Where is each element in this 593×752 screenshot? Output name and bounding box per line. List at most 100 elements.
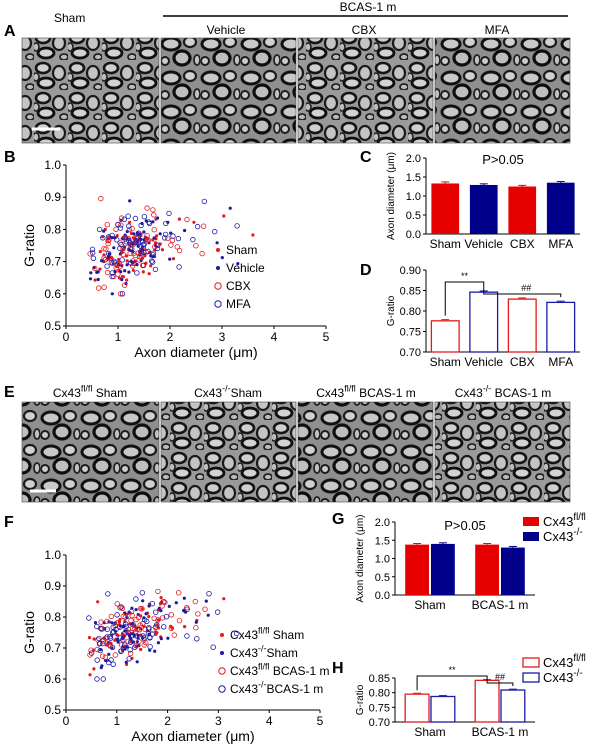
scatter-point (147, 604, 151, 608)
scatter-point (168, 612, 174, 618)
scatter-point (122, 621, 129, 627)
scatter-point (125, 638, 131, 645)
em-image-flfl-sham (21, 401, 160, 503)
scatter-point (184, 216, 190, 223)
scatter-point (130, 606, 134, 610)
scatter-point (163, 614, 170, 620)
scatter-point (107, 634, 113, 640)
scatter-point (119, 257, 125, 263)
y-tick-label: 1.0 (44, 548, 61, 562)
scatter-point (167, 604, 171, 609)
bar (431, 543, 455, 595)
scatter-point (108, 259, 115, 266)
scatter-point (193, 625, 199, 631)
legend-label: Cx43fl/fl (543, 512, 586, 529)
scatter-point (158, 232, 162, 236)
legend-marker (216, 266, 220, 270)
scatter-point (151, 212, 157, 218)
chart-h: 0.70 0.75 0.80 0.85G-ratio Sham BCAS-1 m Cx43f… (355, 653, 586, 739)
y-tick-label: 0.75 (369, 702, 390, 714)
scatter-point (150, 252, 156, 258)
legend-marker (220, 633, 224, 637)
x-axis-label: Axon diameter (μm) (131, 728, 254, 744)
scatter-point (152, 244, 158, 250)
scatter-point (151, 226, 157, 233)
em-image-vehicle (160, 37, 297, 144)
scatter-point (104, 263, 110, 269)
scatter-point (144, 205, 150, 211)
significance-bracket (486, 676, 514, 687)
scatter-point (126, 223, 132, 229)
x-tick-label: 3 (219, 330, 226, 344)
bar (500, 689, 526, 723)
scatter-point (133, 596, 139, 602)
scatter-point (104, 634, 110, 640)
scatter-point (111, 259, 117, 266)
scatter-point (134, 608, 138, 612)
scatter-point (129, 632, 136, 639)
scatter-point (102, 654, 109, 660)
scatter-point (143, 639, 149, 646)
scatter-point (87, 636, 92, 640)
scatter-point (99, 653, 106, 659)
scatter-point (222, 597, 226, 601)
scatter-point (132, 644, 138, 650)
scatter-point (122, 614, 128, 621)
scatter-point (92, 637, 96, 641)
panel-letter-c: C (360, 149, 372, 166)
scatter-point (110, 292, 114, 296)
scatter-point (132, 232, 136, 236)
y-axis-label: G-ratio (386, 295, 397, 326)
scatter-point (120, 245, 126, 252)
y-tick-label: 1.0 (44, 158, 61, 172)
x-tick-label: 3 (215, 714, 222, 728)
scatter-point (136, 627, 143, 633)
chart-f: 0 1 2 3 4 5 0.5 0.6 0.7 0.8 0.9 1.0 Axon diameter (μ… (21, 548, 330, 744)
significance-bracket (416, 675, 488, 691)
x-tick-label: CBX (510, 237, 535, 251)
scatter-point (135, 234, 141, 240)
scatter-point (107, 252, 111, 256)
scatter-point (195, 611, 201, 617)
scatter-points (86, 588, 240, 682)
scatter-point (125, 213, 131, 219)
x-tick-label: 5 (323, 330, 330, 344)
scatter-point (128, 617, 134, 624)
scatter-point (88, 673, 92, 677)
scatter-point (132, 215, 139, 222)
scatter-point (113, 638, 117, 642)
scatter-point (137, 605, 144, 612)
y-tick-label: 0.9 (44, 190, 61, 204)
y-tick-label: 0.7 (44, 255, 61, 269)
legend-label: Cx43fl/fl BCAS-1 m (230, 662, 330, 678)
scatter-point (117, 245, 123, 252)
scatter-point (105, 237, 111, 244)
scatter-point (131, 626, 138, 633)
scatter-point (96, 600, 100, 604)
legend-marker (214, 300, 222, 308)
x-tick-label: 0 (63, 330, 70, 344)
scatter-point (105, 591, 111, 597)
scatter-point (98, 619, 104, 625)
scatter-point (204, 599, 208, 603)
bar (508, 186, 537, 234)
scatter-point (96, 277, 100, 282)
y-tick-label: 0.0 (375, 590, 390, 602)
y-tick-label: 1.0 (406, 191, 421, 203)
scatter-point (147, 272, 151, 276)
chart-c: 0.0 0.5 1.0 1.5 2.0 Axon diameter (μm) Sham Veh… (386, 152, 580, 251)
scatter-point (215, 241, 219, 245)
legend-label: Cx43fl/fl Sham (230, 626, 304, 642)
scatter-point (192, 598, 198, 605)
y-tick-label: 0.5 (44, 703, 61, 717)
scatter-point (122, 235, 129, 241)
scatter-point (133, 633, 140, 639)
scatter-point (142, 230, 146, 234)
scatter-point (88, 277, 93, 281)
scatter-point (182, 596, 186, 600)
scatter-point (147, 615, 151, 619)
scatter-point (154, 245, 161, 252)
scatter-point (154, 630, 158, 634)
scatter-point (160, 624, 167, 630)
scatter-point (118, 648, 124, 654)
